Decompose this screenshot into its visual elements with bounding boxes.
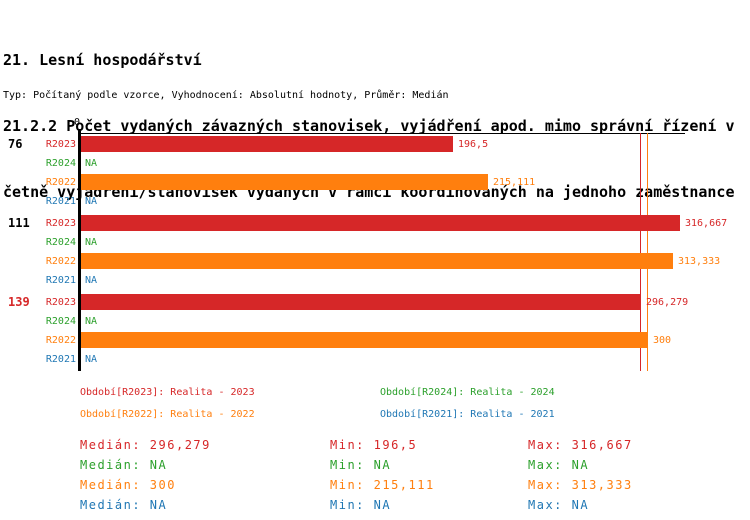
- chart-row: R2022 313,333: [0, 252, 750, 271]
- bar-group: 76 R2023 196,5 R2024 NA R2022 215,111 R2021 NA: [0, 135, 750, 211]
- median-line-red: [640, 133, 641, 371]
- na-label: NA: [85, 237, 98, 248]
- series-tick-label: R2022: [45, 335, 76, 346]
- median-line-orange: [647, 133, 648, 371]
- group-label: 111: [8, 216, 30, 230]
- series-tick-label: R2023: [45, 218, 76, 229]
- bar-group: 139 R2023 296,279 R2024 NA R2022 300 R2021 NA: [0, 293, 750, 369]
- median-cell: Medián: NA: [80, 498, 168, 512]
- min-cell: Min: NA: [330, 458, 392, 472]
- na-label: NA: [85, 354, 98, 365]
- series-tick-label: R2023: [45, 297, 76, 308]
- median-cell: Medián: 296,279: [80, 438, 211, 452]
- na-label: NA: [85, 196, 98, 207]
- chart-row: 139 R2023 296,279: [0, 293, 750, 312]
- x-axis-line: [78, 133, 685, 134]
- bar-value-label: 300: [653, 335, 672, 346]
- min-cell: Min: 196,5: [330, 438, 418, 452]
- series-tick-label: R2021: [45, 275, 76, 286]
- report-chapter-title: 21. Lesní hospodářství: [3, 51, 202, 69]
- median-cell: Medián: NA: [80, 458, 168, 472]
- series-tick-label: R2024: [45, 316, 76, 327]
- bar: [81, 294, 641, 310]
- max-cell: Max: NA: [528, 498, 590, 512]
- chart-row: R2021 NA: [0, 192, 750, 211]
- chart-row: R2021 NA: [0, 350, 750, 369]
- chart-row: 76 R2023 196,5: [0, 135, 750, 154]
- chart-row: R2021 NA: [0, 271, 750, 290]
- min-cell: Min: 215,111: [330, 478, 435, 492]
- bar: [81, 215, 680, 231]
- chart-row: R2022 300: [0, 331, 750, 350]
- chart-row: R2024 NA: [0, 312, 750, 331]
- x-axis-zero-tick-label: 0: [73, 117, 81, 128]
- series-tick-label: R2022: [45, 177, 76, 188]
- report-indicator-title-line1: 21.2.2 Počet vydaných závazných stanovis…: [3, 117, 735, 135]
- max-cell: Max: NA: [528, 458, 590, 472]
- chart-row: R2024 NA: [0, 154, 750, 173]
- group-label: 76: [8, 137, 23, 151]
- max-cell: Max: 313,333: [528, 478, 633, 492]
- chart-row: 111 R2023 316,667: [0, 214, 750, 233]
- bar-group: 111 R2023 316,667 R2024 NA R2022 313,333 R2021 N…: [0, 214, 750, 290]
- bar-value-label: 316,667: [685, 218, 728, 229]
- bar: [81, 332, 648, 348]
- series-tick-label: R2024: [45, 158, 76, 169]
- series-tick-label: R2022: [45, 256, 76, 267]
- max-cell: Max: 316,667: [528, 438, 633, 452]
- bar-value-label: 215,111: [493, 177, 536, 188]
- bar-value-label: 296,279: [646, 297, 689, 308]
- legend-item-blue: Období[R2021]: Realita - 2021: [380, 409, 555, 420]
- min-cell: Min: NA: [330, 498, 392, 512]
- indicator-meta-line: Typ: Počítaný podle vzorce, Vyhodnocení:…: [3, 90, 449, 101]
- na-label: NA: [85, 158, 98, 169]
- group-label: 139: [8, 295, 30, 309]
- series-tick-label: R2021: [45, 196, 76, 207]
- chart-rows: 76 R2023 196,5 R2024 NA R2022 215,111 R2021 NA 11…: [0, 135, 750, 372]
- legend-item-green: Období[R2024]: Realita - 2024: [380, 387, 555, 398]
- chart-row: R2022 215,111: [0, 173, 750, 192]
- legend-item-red: Období[R2023]: Realita - 2023: [80, 387, 255, 398]
- series-tick-label: R2021: [45, 354, 76, 365]
- bar: [81, 174, 488, 190]
- na-label: NA: [85, 316, 98, 327]
- bar-value-label: 196,5: [458, 139, 489, 150]
- median-cell: Medián: 300: [80, 478, 176, 492]
- bar-chart: 0 76 R2023 196,5 R2024 NA R2022 215,111 R2021 NA…: [0, 117, 750, 372]
- na-label: NA: [85, 275, 98, 286]
- bar-value-label: 313,333: [678, 256, 721, 267]
- bar: [81, 136, 453, 152]
- series-tick-label: R2024: [45, 237, 76, 248]
- legend-item-orange: Období[R2022]: Realita - 2022: [80, 409, 255, 420]
- chart-row: R2024 NA: [0, 233, 750, 252]
- series-tick-label: R2023: [45, 139, 76, 150]
- bar: [81, 253, 673, 269]
- y-axis-line: [78, 129, 81, 371]
